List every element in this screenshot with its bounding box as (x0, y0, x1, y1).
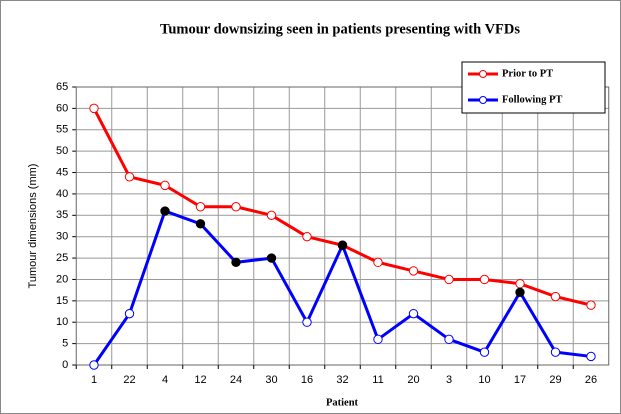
y-tick-label: 55 (56, 124, 68, 136)
y-tick-label: 40 (56, 188, 68, 200)
data-point (444, 274, 454, 285)
data-point (302, 317, 312, 327)
data-point (550, 347, 561, 357)
chart-title: Tumour downsizing seen in patients prese… (160, 21, 520, 37)
y-tick-label: 10 (56, 316, 68, 328)
y-tick-label: 5 (62, 338, 68, 350)
data-point (195, 219, 206, 229)
x-tick-label: 32 (336, 374, 348, 386)
y-tick-label: 15 (56, 295, 68, 307)
x-tick-label: 20 (407, 374, 419, 386)
y-tick-label: 30 (56, 231, 68, 243)
data-point (408, 308, 419, 319)
data-point (373, 334, 383, 345)
data-point (89, 103, 99, 114)
x-tick-label: 17 (514, 374, 526, 386)
data-point (479, 274, 490, 285)
x-tick-label: 1 (91, 374, 97, 386)
x-tick-label: 30 (265, 374, 277, 386)
x-tick-label: 3 (446, 374, 452, 386)
data-point (266, 253, 277, 263)
x-tick-label: 16 (301, 374, 313, 386)
y-axis-label: Tumour dimensions (mm) (27, 164, 39, 289)
plot-frame (75, 86, 610, 366)
data-point (124, 172, 135, 182)
x-tick-label: 26 (585, 374, 597, 386)
data-point (231, 257, 241, 268)
data-point (373, 257, 383, 268)
x-tick-label: 29 (549, 374, 561, 386)
data-point (515, 287, 525, 297)
data-point (479, 347, 490, 357)
x-tick-label: 12 (194, 374, 206, 386)
y-tick-label: 45 (56, 166, 68, 178)
legend-marker (479, 70, 487, 78)
y-tick-label: 25 (56, 252, 68, 264)
data-point (337, 240, 348, 250)
y-tick-label: 20 (56, 273, 68, 285)
plot-area (76, 87, 609, 365)
data-point (266, 210, 277, 221)
data-point (160, 180, 170, 191)
x-tick-label: 4 (162, 374, 168, 386)
y-tick-label: 0 (62, 359, 68, 371)
data-point (444, 334, 454, 345)
y-tick-label: 65 (56, 81, 68, 93)
x-axis-label: Patient (326, 397, 359, 408)
legend-marker (479, 96, 487, 104)
data-point (408, 266, 419, 276)
legend-box (461, 61, 606, 114)
data-point (231, 202, 241, 212)
x-tick-label: 22 (123, 374, 135, 386)
y-tick-label: 60 (56, 102, 68, 114)
data-point (515, 279, 525, 289)
legend-label: Following PT (502, 94, 562, 105)
data-point (586, 351, 596, 362)
y-tick-label: 50 (56, 145, 68, 157)
data-point (586, 300, 596, 310)
legend: Prior to PT Following PT (461, 61, 606, 114)
data-point (160, 206, 170, 216)
data-point (302, 231, 312, 242)
x-tick-label: 11 (372, 374, 383, 386)
x-tick-label: 10 (478, 374, 490, 386)
legend-label: Prior to PT (502, 68, 553, 79)
y-tick-label: 35 (56, 209, 68, 221)
x-tick-label: 24 (230, 374, 242, 386)
data-point (195, 202, 206, 212)
data-point (550, 291, 561, 302)
data-point (89, 360, 99, 370)
data-point (124, 308, 135, 319)
